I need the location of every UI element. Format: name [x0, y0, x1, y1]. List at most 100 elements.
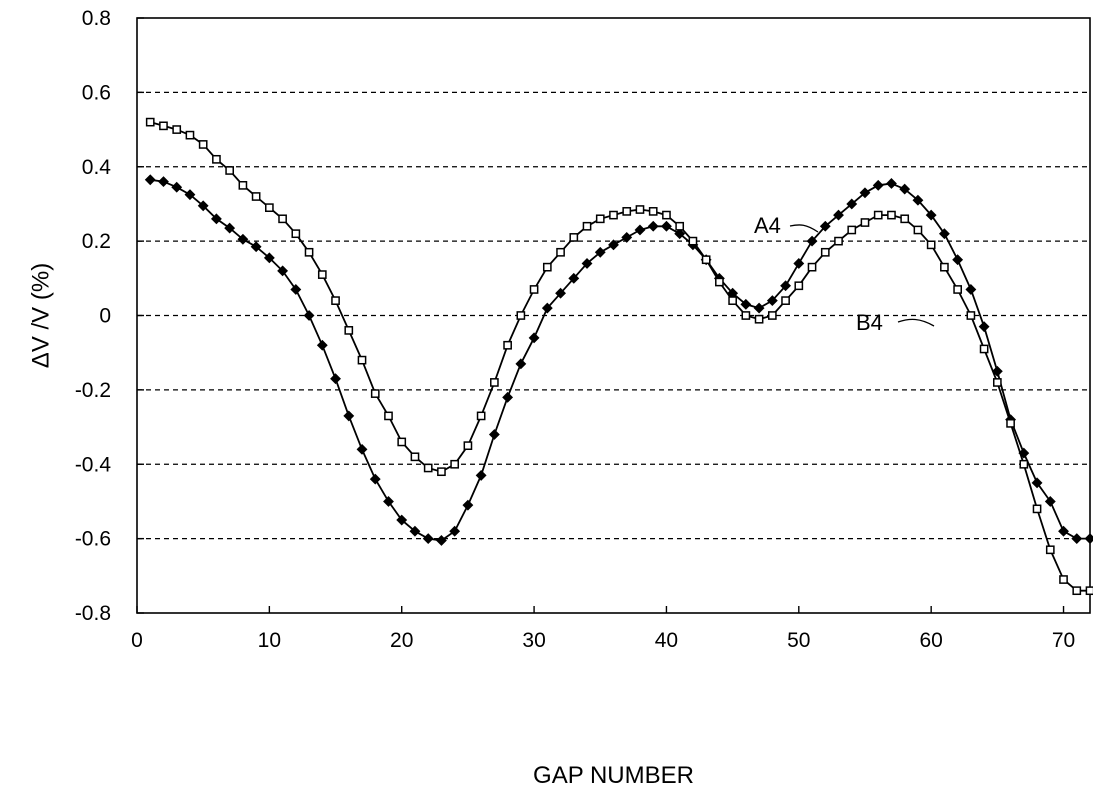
- data-point: [291, 229, 301, 239]
- data-point: [210, 213, 222, 225]
- data-point: [622, 207, 632, 216]
- data-point: [463, 441, 473, 451]
- data-point: [316, 339, 328, 351]
- y-tick-label: -0.4: [75, 453, 112, 476]
- data-point: [529, 285, 539, 294]
- x-tick-label: 70: [1052, 629, 1075, 652]
- data-point: [503, 340, 512, 350]
- data-point: [384, 411, 393, 421]
- data-point: [847, 225, 857, 235]
- x-axis-title: GAP NUMBER: [533, 762, 694, 789]
- data-point: [1032, 504, 1042, 514]
- data-point: [621, 231, 633, 243]
- x-tick-label: 30: [522, 629, 545, 652]
- data-point: [331, 296, 340, 305]
- data-point: [753, 302, 765, 314]
- data-point: [490, 378, 499, 387]
- data-point: [304, 247, 314, 257]
- data-point: [594, 246, 606, 258]
- data-point: [144, 174, 156, 186]
- data-point: [846, 198, 858, 210]
- x-tick-label: 10: [258, 629, 281, 652]
- data-point: [528, 332, 540, 344]
- data-point: [609, 210, 618, 220]
- data-point: [766, 295, 778, 307]
- data-point: [820, 247, 830, 257]
- data-point: [1085, 586, 1093, 596]
- data-point: [251, 192, 261, 201]
- data-point: [834, 236, 843, 246]
- data-point: [900, 214, 910, 224]
- x-tick-label: 40: [655, 629, 678, 652]
- data-point: [966, 311, 976, 320]
- data-point: [410, 452, 420, 462]
- data-point: [277, 265, 289, 277]
- data-point: [860, 218, 870, 227]
- data-point: [541, 302, 553, 314]
- data-point: [356, 443, 368, 455]
- y-tick-label: -0.6: [75, 528, 111, 551]
- data-point: [859, 187, 871, 199]
- data-point: [925, 209, 937, 221]
- y-tick-label: 0.2: [82, 230, 111, 253]
- data-point: [396, 514, 408, 526]
- data-point: [807, 262, 817, 272]
- series-layer: [144, 117, 1093, 596]
- data-point: [648, 207, 658, 216]
- data-point: [675, 221, 685, 231]
- data-point: [185, 130, 195, 140]
- grid-lines: [137, 91, 1090, 540]
- data-point: [450, 459, 460, 469]
- data-point: [992, 378, 1002, 387]
- data-point: [1006, 418, 1015, 428]
- data-point: [343, 410, 355, 422]
- data-point: [317, 270, 327, 279]
- data-point: [568, 272, 580, 284]
- data-point: [965, 284, 977, 295]
- data-point: [819, 220, 831, 232]
- data-point: [171, 181, 183, 193]
- data-point: [344, 326, 354, 335]
- data-point: [383, 496, 394, 507]
- data-point: [608, 239, 619, 251]
- data-point: [913, 225, 923, 235]
- data-point: [250, 241, 262, 253]
- series-label-B4: B4: [856, 310, 883, 335]
- data-point: [952, 254, 964, 266]
- data-point: [184, 189, 196, 201]
- data-point: [475, 469, 487, 481]
- data-point: [409, 525, 421, 537]
- data-point: [1044, 496, 1056, 507]
- data-point: [569, 233, 579, 242]
- data-point: [158, 176, 169, 188]
- data-point: [172, 125, 182, 134]
- y-axis-ticks: -0.8 -0.6 -0.4 -0.2 0 0.2 0.4 0.6 0.8: [75, 7, 144, 625]
- y-tick-label: -0.2: [75, 379, 111, 402]
- y-tick-label: 0.4: [82, 156, 112, 179]
- data-point: [462, 499, 474, 511]
- data-point: [899, 183, 911, 195]
- data-point: [647, 220, 659, 232]
- y-tick-label: 0.6: [82, 81, 111, 104]
- data-point: [953, 285, 962, 294]
- data-point: [887, 210, 896, 220]
- data-point: [197, 200, 209, 212]
- series-annotations: A4 B4: [754, 213, 935, 335]
- x-axis-ticks: 0 10 20 30 40 50 60 70: [131, 606, 1075, 652]
- data-point: [595, 214, 605, 224]
- data-point: [740, 298, 752, 310]
- data-point: [502, 391, 514, 403]
- data-point: [1045, 545, 1055, 555]
- data-point: [634, 224, 646, 236]
- data-point: [767, 311, 777, 320]
- data-point: [556, 247, 565, 257]
- y-axis-title: ΔV /V (%): [27, 263, 54, 368]
- series-A4: [144, 174, 1093, 546]
- data-point: [794, 281, 804, 291]
- data-point: [555, 287, 566, 299]
- data-point: [224, 222, 236, 234]
- data-point: [780, 280, 791, 292]
- data-point: [661, 220, 672, 232]
- data-point: [978, 321, 990, 333]
- data-point: [926, 240, 936, 250]
